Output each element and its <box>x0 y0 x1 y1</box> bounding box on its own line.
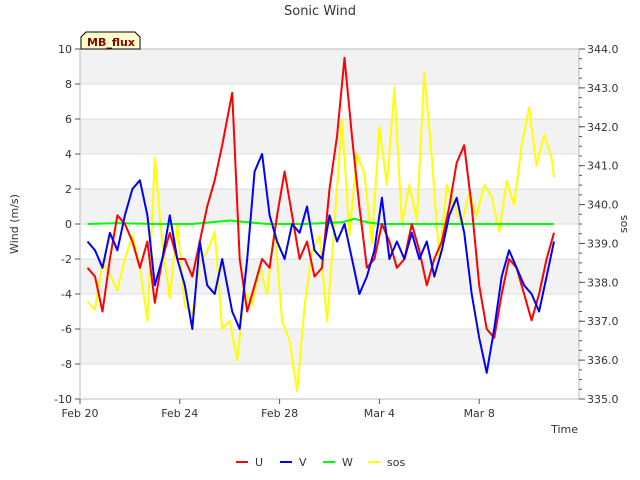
station-badge: MB_flux <box>80 31 141 50</box>
plot-band <box>80 329 579 364</box>
x-tick-label: Feb 20 <box>62 407 99 420</box>
y-tick-label: -4 <box>61 288 72 301</box>
y-tick-label: 4 <box>65 148 72 161</box>
y2-tick-label: 343.0 <box>587 82 619 95</box>
y-axis-left-ticks: -10 -8 -6 -4 -2 0 2 4 6 8 10 <box>54 43 80 406</box>
series-layer <box>86 56 555 393</box>
y-tick-label: -8 <box>61 358 72 371</box>
chart-title: Sonic Wind <box>284 4 356 19</box>
y2-tick-label: 337.0 <box>587 315 619 328</box>
x-tick-label: Feb 28 <box>261 407 298 420</box>
plot-band <box>80 119 579 154</box>
y2-tick-label: 338.0 <box>587 276 619 289</box>
y2-tick-label: 336.0 <box>587 354 619 367</box>
x-axis-title: Time <box>550 423 578 436</box>
y-tick-label: -6 <box>61 323 72 336</box>
y-tick-label: 6 <box>65 113 72 126</box>
x-tick-label: Mar 8 <box>464 407 495 420</box>
y-tick-label: -2 <box>61 253 72 266</box>
legend-label-u: U <box>255 456 263 469</box>
series-line-v <box>86 153 555 374</box>
y-tick-label: -10 <box>54 393 72 406</box>
y-tick-label: 0 <box>65 218 72 231</box>
y-tick-label: 2 <box>65 183 72 196</box>
legend-label-w: W <box>342 456 353 469</box>
plot-background-bands <box>80 49 579 364</box>
x-tick-label: Mar 4 <box>364 407 395 420</box>
x-tick-label: Feb 24 <box>161 407 198 420</box>
plot-band <box>80 49 579 84</box>
y-tick-label: 10 <box>58 43 72 56</box>
badge-shape <box>80 31 141 50</box>
series-line-u <box>86 56 555 339</box>
y-tick-label: 8 <box>65 78 72 91</box>
y2-tick-label: 342.0 <box>587 121 619 134</box>
y2-tick-label: 339.0 <box>587 237 619 250</box>
x-axis-ticks: Feb 20 Feb 24 Feb 28 Mar 4 Mar 8 <box>62 399 495 420</box>
legend-label-v: V <box>299 456 307 469</box>
y2-tick-label: 341.0 <box>587 160 619 173</box>
y-axis-right-ticks: 335.0 336.0 337.0 338.0 339.0 340.0 341.0 342.0… <box>579 43 619 406</box>
y2-tick-label: 335.0 <box>587 393 619 406</box>
y2-tick-label: 340.0 <box>587 199 619 212</box>
y-axis-right-title: sos <box>617 215 630 233</box>
series-line-sos <box>86 71 555 393</box>
legend-label-sos: sos <box>387 456 405 469</box>
y2-tick-label: 344.0 <box>587 43 619 56</box>
badge-label: MB_flux <box>87 36 135 49</box>
y-axis-left-title: Wind (m/s) <box>8 194 21 254</box>
